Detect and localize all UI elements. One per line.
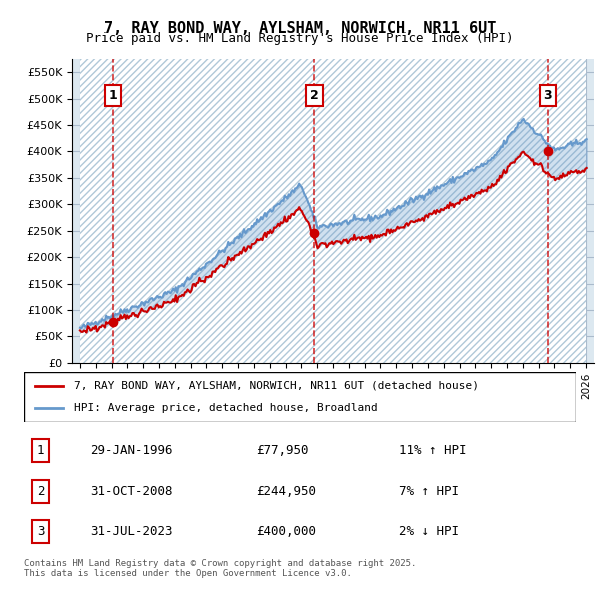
Text: 2: 2 bbox=[37, 484, 44, 498]
Text: HPI: Average price, detached house, Broadland: HPI: Average price, detached house, Broa… bbox=[74, 403, 377, 413]
Text: Price paid vs. HM Land Registry's House Price Index (HPI): Price paid vs. HM Land Registry's House … bbox=[86, 32, 514, 45]
Text: Contains HM Land Registry data © Crown copyright and database right 2025.
This d: Contains HM Land Registry data © Crown c… bbox=[24, 559, 416, 578]
Text: 31-JUL-2023: 31-JUL-2023 bbox=[90, 525, 173, 538]
Text: 7, RAY BOND WAY, AYLSHAM, NORWICH, NR11 6UT (detached house): 7, RAY BOND WAY, AYLSHAM, NORWICH, NR11 … bbox=[74, 381, 479, 391]
Text: £244,950: £244,950 bbox=[256, 484, 316, 498]
Text: £400,000: £400,000 bbox=[256, 525, 316, 538]
Text: 29-JAN-1996: 29-JAN-1996 bbox=[90, 444, 173, 457]
Text: 3: 3 bbox=[37, 525, 44, 538]
Text: 2: 2 bbox=[310, 89, 319, 102]
FancyBboxPatch shape bbox=[24, 372, 576, 422]
Text: 31-OCT-2008: 31-OCT-2008 bbox=[90, 484, 173, 498]
Text: 7, RAY BOND WAY, AYLSHAM, NORWICH, NR11 6UT: 7, RAY BOND WAY, AYLSHAM, NORWICH, NR11 … bbox=[104, 21, 496, 35]
Text: £77,950: £77,950 bbox=[256, 444, 308, 457]
Text: 3: 3 bbox=[544, 89, 552, 102]
Text: 7% ↑ HPI: 7% ↑ HPI bbox=[400, 484, 460, 498]
Text: 1: 1 bbox=[109, 89, 117, 102]
Text: 11% ↑ HPI: 11% ↑ HPI bbox=[400, 444, 467, 457]
Text: 1: 1 bbox=[37, 444, 44, 457]
Text: 2% ↓ HPI: 2% ↓ HPI bbox=[400, 525, 460, 538]
